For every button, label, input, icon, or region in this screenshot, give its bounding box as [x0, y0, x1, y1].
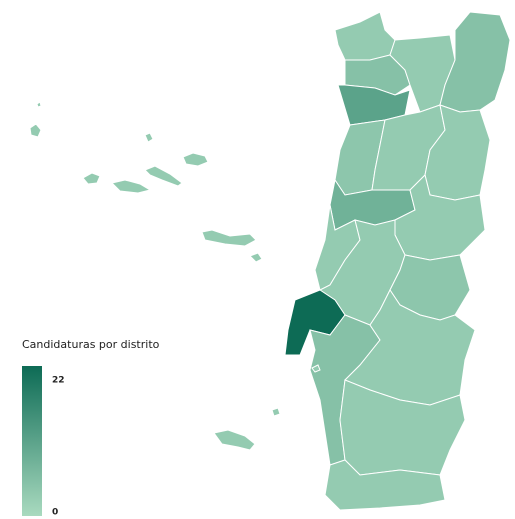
regions [29, 11, 511, 511]
legend-title: Candidaturas por distrito [22, 338, 160, 351]
district [144, 132, 154, 143]
district [182, 152, 209, 167]
district [213, 429, 256, 451]
district [439, 11, 511, 113]
legend-max: 22 [52, 376, 65, 386]
district [144, 165, 183, 187]
district [344, 289, 476, 406]
district [271, 407, 281, 417]
district [249, 252, 263, 263]
district [201, 229, 257, 247]
district [311, 364, 321, 373]
legend-min: 0 [52, 508, 58, 518]
district [334, 11, 396, 61]
district [29, 123, 42, 138]
legend-bar [22, 366, 42, 516]
district [111, 179, 152, 194]
district [82, 172, 101, 185]
district [324, 459, 446, 511]
district [36, 101, 42, 108]
